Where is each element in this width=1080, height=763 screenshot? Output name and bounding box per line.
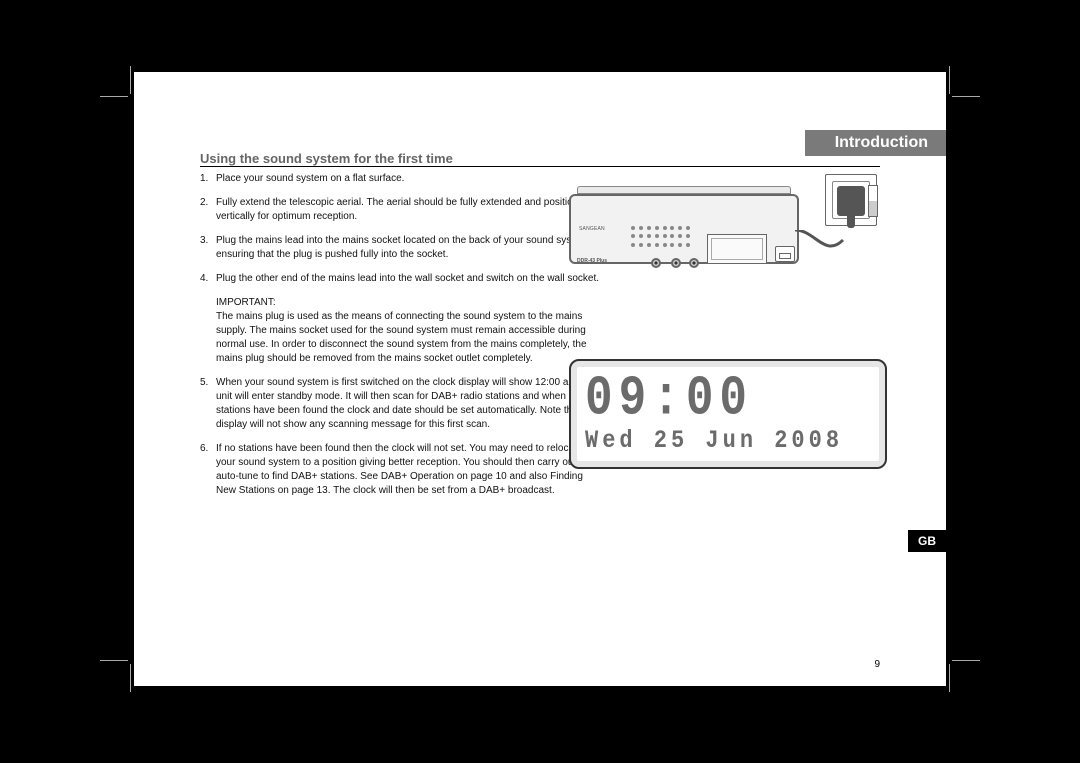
step-text: When your sound system is first switched… bbox=[216, 376, 600, 432]
speaker-grille-icon bbox=[631, 226, 691, 248]
brand-label: SANGEAN bbox=[579, 226, 605, 232]
step-2: 2. Fully extend the telescopic aerial. T… bbox=[200, 196, 600, 224]
diagram-column: SANGEAN DDR-43 Plus bbox=[569, 172, 909, 282]
step-number: 2. bbox=[200, 196, 214, 224]
radio-body: SANGEAN DDR-43 Plus bbox=[569, 194, 799, 264]
step-text: Plug the other end of the mains lead int… bbox=[216, 272, 600, 286]
step-number: 1. bbox=[200, 172, 214, 186]
radio-top-edge bbox=[577, 186, 791, 194]
language-badge: GB bbox=[908, 530, 946, 552]
horizontal-rule bbox=[200, 166, 880, 167]
crop-mark bbox=[100, 96, 128, 97]
audio-jack-icon bbox=[671, 258, 681, 268]
important-note: IMPORTANT: The mains plug is used as the… bbox=[216, 296, 600, 366]
important-label: IMPORTANT: bbox=[216, 296, 600, 310]
step-4: 4. Plug the other end of the mains lead … bbox=[200, 272, 600, 286]
step-text: Fully extend the telescopic aerial. The … bbox=[216, 196, 600, 224]
step-number: 5. bbox=[200, 376, 214, 432]
page-number: 9 bbox=[874, 659, 880, 670]
audio-jack-icon bbox=[651, 258, 661, 268]
mains-socket-icon bbox=[775, 246, 795, 262]
step-text: If no stations have been found then the … bbox=[216, 442, 600, 498]
crop-mark bbox=[130, 66, 131, 94]
step-3: 3. Plug the mains lead into the mains so… bbox=[200, 234, 600, 262]
audio-jack-icon bbox=[689, 258, 699, 268]
step-number: 3. bbox=[200, 234, 214, 262]
crop-mark bbox=[949, 664, 950, 692]
page-heading: Using the sound system for the first tim… bbox=[200, 151, 453, 166]
mains-cable-icon bbox=[795, 230, 855, 260]
mains-plug-icon bbox=[837, 186, 865, 216]
crop-mark bbox=[949, 66, 950, 94]
step-number: 6. bbox=[200, 442, 214, 498]
model-label: DDR-43 Plus bbox=[577, 258, 607, 264]
crop-mark bbox=[952, 660, 980, 661]
lcd-time: 09:00 bbox=[585, 371, 871, 426]
crop-mark bbox=[952, 96, 980, 97]
step-number: 4. bbox=[200, 272, 214, 286]
crop-mark bbox=[130, 664, 131, 692]
important-text: The mains plug is used as the means of c… bbox=[216, 310, 600, 366]
rating-plate-icon bbox=[707, 234, 767, 264]
instruction-list: 1. Place your sound system on a flat sur… bbox=[200, 172, 600, 508]
step-text: Place your sound system on a flat surfac… bbox=[216, 172, 600, 186]
manual-page: Introduction Using the sound system for … bbox=[134, 72, 946, 686]
wall-switch-icon bbox=[868, 185, 878, 217]
step-text: Plug the mains lead into the mains socke… bbox=[216, 234, 600, 262]
section-header: Introduction bbox=[805, 130, 946, 156]
radio-rear-diagram: SANGEAN DDR-43 Plus bbox=[569, 172, 909, 282]
lcd-display: 09:00 Wed 25 Jun 2008 bbox=[569, 359, 887, 469]
step-5: 5. When your sound system is first switc… bbox=[200, 376, 600, 432]
crop-mark bbox=[100, 660, 128, 661]
step-1: 1. Place your sound system on a flat sur… bbox=[200, 172, 600, 186]
step-6: 6. If no stations have been found then t… bbox=[200, 442, 600, 498]
lcd-date: Wed 25 Jun 2008 bbox=[585, 426, 871, 455]
